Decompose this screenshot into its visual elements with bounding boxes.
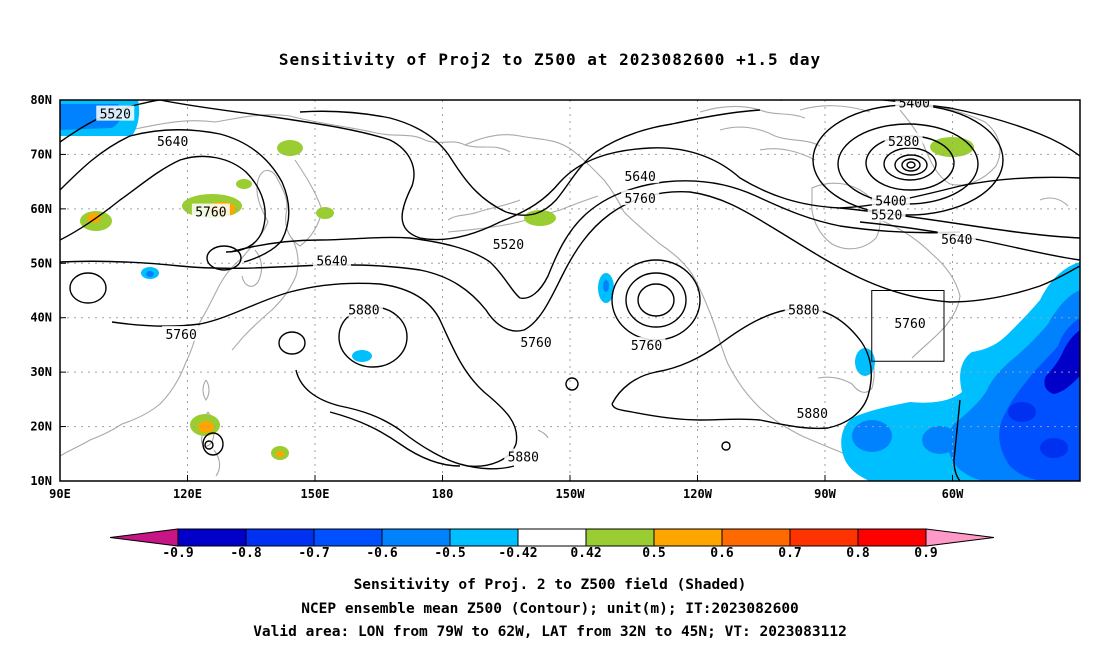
contour-label: 5760 — [631, 339, 662, 354]
contour-label: 5280 — [888, 135, 919, 150]
contour-label-bg — [517, 334, 555, 350]
x-tick-label: 120W — [683, 487, 713, 501]
colorbar-segment — [857, 528, 927, 547]
contour-label-bg — [627, 336, 666, 352]
contour-label-bg — [884, 132, 923, 148]
contour-label: 5760 — [624, 192, 655, 207]
contour-label: 5520 — [493, 238, 524, 253]
contour-label-bg — [96, 105, 135, 121]
caption: Sensitivity of Proj. 2 to Z500 field (Sh… — [0, 574, 1100, 645]
y-tick-label: 60N — [30, 202, 52, 216]
contour-label: 5880 — [348, 304, 379, 319]
y-tick-label: 10N — [30, 474, 52, 488]
contour-label-bg — [793, 404, 832, 420]
colorbar-segment — [585, 528, 655, 547]
y-axis-ticks: 10N 20N 30N 40N 50N 60N 70N 80N — [30, 93, 66, 488]
contour-label: 5760 — [165, 328, 196, 343]
y-tick-label: 20N — [30, 420, 52, 434]
caption-line-3: Valid area: LON from 79W to 62W, LAT fro… — [253, 624, 847, 640]
colorbar-segment — [177, 528, 247, 547]
contour-label: 5760 — [195, 206, 226, 221]
y-tick-label: 40N — [30, 311, 52, 325]
y-tick-label: 80N — [30, 93, 52, 107]
x-tick-label: 150E — [301, 487, 330, 501]
contour-label-bg — [871, 192, 910, 208]
caption-line-1: Sensitivity of Proj. 2 to Z500 field (Sh… — [353, 577, 747, 593]
contour-label: 5520 — [871, 208, 902, 223]
contour-label: 5640 — [941, 233, 972, 248]
contour-label-bg — [867, 206, 906, 222]
colorbar-label: 0.5 — [642, 546, 665, 561]
contour-label-bg — [504, 448, 543, 464]
contour-label-bg — [153, 132, 192, 148]
z500-contours — [60, 100, 1080, 481]
contour-label: 5880 — [788, 304, 819, 319]
colorbar-label: -0.42 — [498, 546, 537, 561]
colorbar-label: 0.7 — [778, 546, 801, 561]
colorbar-label: -0.8 — [230, 546, 261, 561]
contour-label-bg — [162, 326, 201, 342]
colorbar: -0.9 -0.8 -0.7 -0.6 -0.5 -0.42 0.42 0.5 0.6 0.7 0.… — [109, 528, 995, 561]
colorbar-label: -0.6 — [366, 546, 397, 561]
x-tick-label: 120E — [173, 487, 202, 501]
contour-label-bg — [489, 236, 528, 252]
colorbar-label: -0.9 — [162, 546, 193, 561]
colorbar-tip-left — [109, 528, 179, 547]
colorbar-segment — [381, 528, 451, 547]
map-title: Sensitivity of Proj2 to Z500 at 20230826… — [278, 50, 822, 69]
x-tick-label: 60W — [942, 487, 964, 501]
contour-label-bg — [937, 230, 976, 246]
x-tick-label: 180 — [432, 487, 454, 501]
colorbar-segment — [245, 528, 315, 547]
contour-label-bg — [344, 301, 383, 317]
colorbar-label: 0.9 — [914, 546, 937, 561]
x-tick-label: 150W — [556, 487, 586, 501]
colorbar-label: 0.8 — [846, 546, 870, 561]
contour-label-bg — [621, 189, 660, 205]
contour-label-bg — [621, 168, 660, 184]
colorbar-label: -0.7 — [298, 546, 329, 561]
valid-area-box — [871, 290, 945, 362]
x-tick-label: 90E — [49, 487, 71, 501]
caption-line-2: NCEP ensemble mean Z500 (Contour); unit(… — [301, 600, 799, 617]
contour-label-bg — [313, 252, 351, 268]
contour-label: 5760 — [894, 317, 925, 332]
contour-label: 5640 — [157, 135, 188, 150]
contour-label: 5400 — [899, 97, 930, 112]
contour-label-bg — [784, 301, 823, 317]
contour-label: 5880 — [508, 451, 539, 466]
contour-label: 5880 — [797, 407, 828, 422]
colorbar-label: 0.42 — [570, 546, 601, 561]
y-tick-label: 50N — [30, 256, 52, 270]
colorbar-segment — [789, 528, 859, 547]
y-tick-label: 30N — [30, 365, 52, 379]
contour-label: 5400 — [875, 195, 906, 210]
y-tick-label: 70N — [30, 147, 52, 161]
x-tick-label: 90W — [814, 487, 836, 501]
colorbar-segment — [721, 528, 791, 547]
x-axis-ticks: 90E 120E 150E 180 150W 120W 90W 60W — [49, 475, 964, 501]
contour-labels: 5520 5640 5760 5640 5880 5760 5520 5760 5640 5760… — [96, 97, 976, 466]
contour-label-bg — [891, 315, 929, 331]
lat-lon-grid — [60, 100, 1080, 481]
colorbar-tip-right — [925, 528, 995, 547]
colorbar-label: 0.6 — [710, 546, 734, 561]
contour-label: 5760 — [520, 336, 551, 351]
contour-label: 5520 — [100, 108, 131, 123]
colorbar-segment — [449, 528, 519, 547]
colorbar-segment — [517, 528, 587, 547]
contour-label: 5640 — [624, 170, 655, 185]
colorbar-segment — [653, 528, 723, 547]
colorbar-segment — [313, 528, 383, 547]
contour-label-bg — [191, 203, 230, 219]
contour-label: 5640 — [316, 255, 347, 270]
colorbar-label: -0.5 — [434, 546, 465, 561]
contour-label-bg — [895, 100, 934, 110]
